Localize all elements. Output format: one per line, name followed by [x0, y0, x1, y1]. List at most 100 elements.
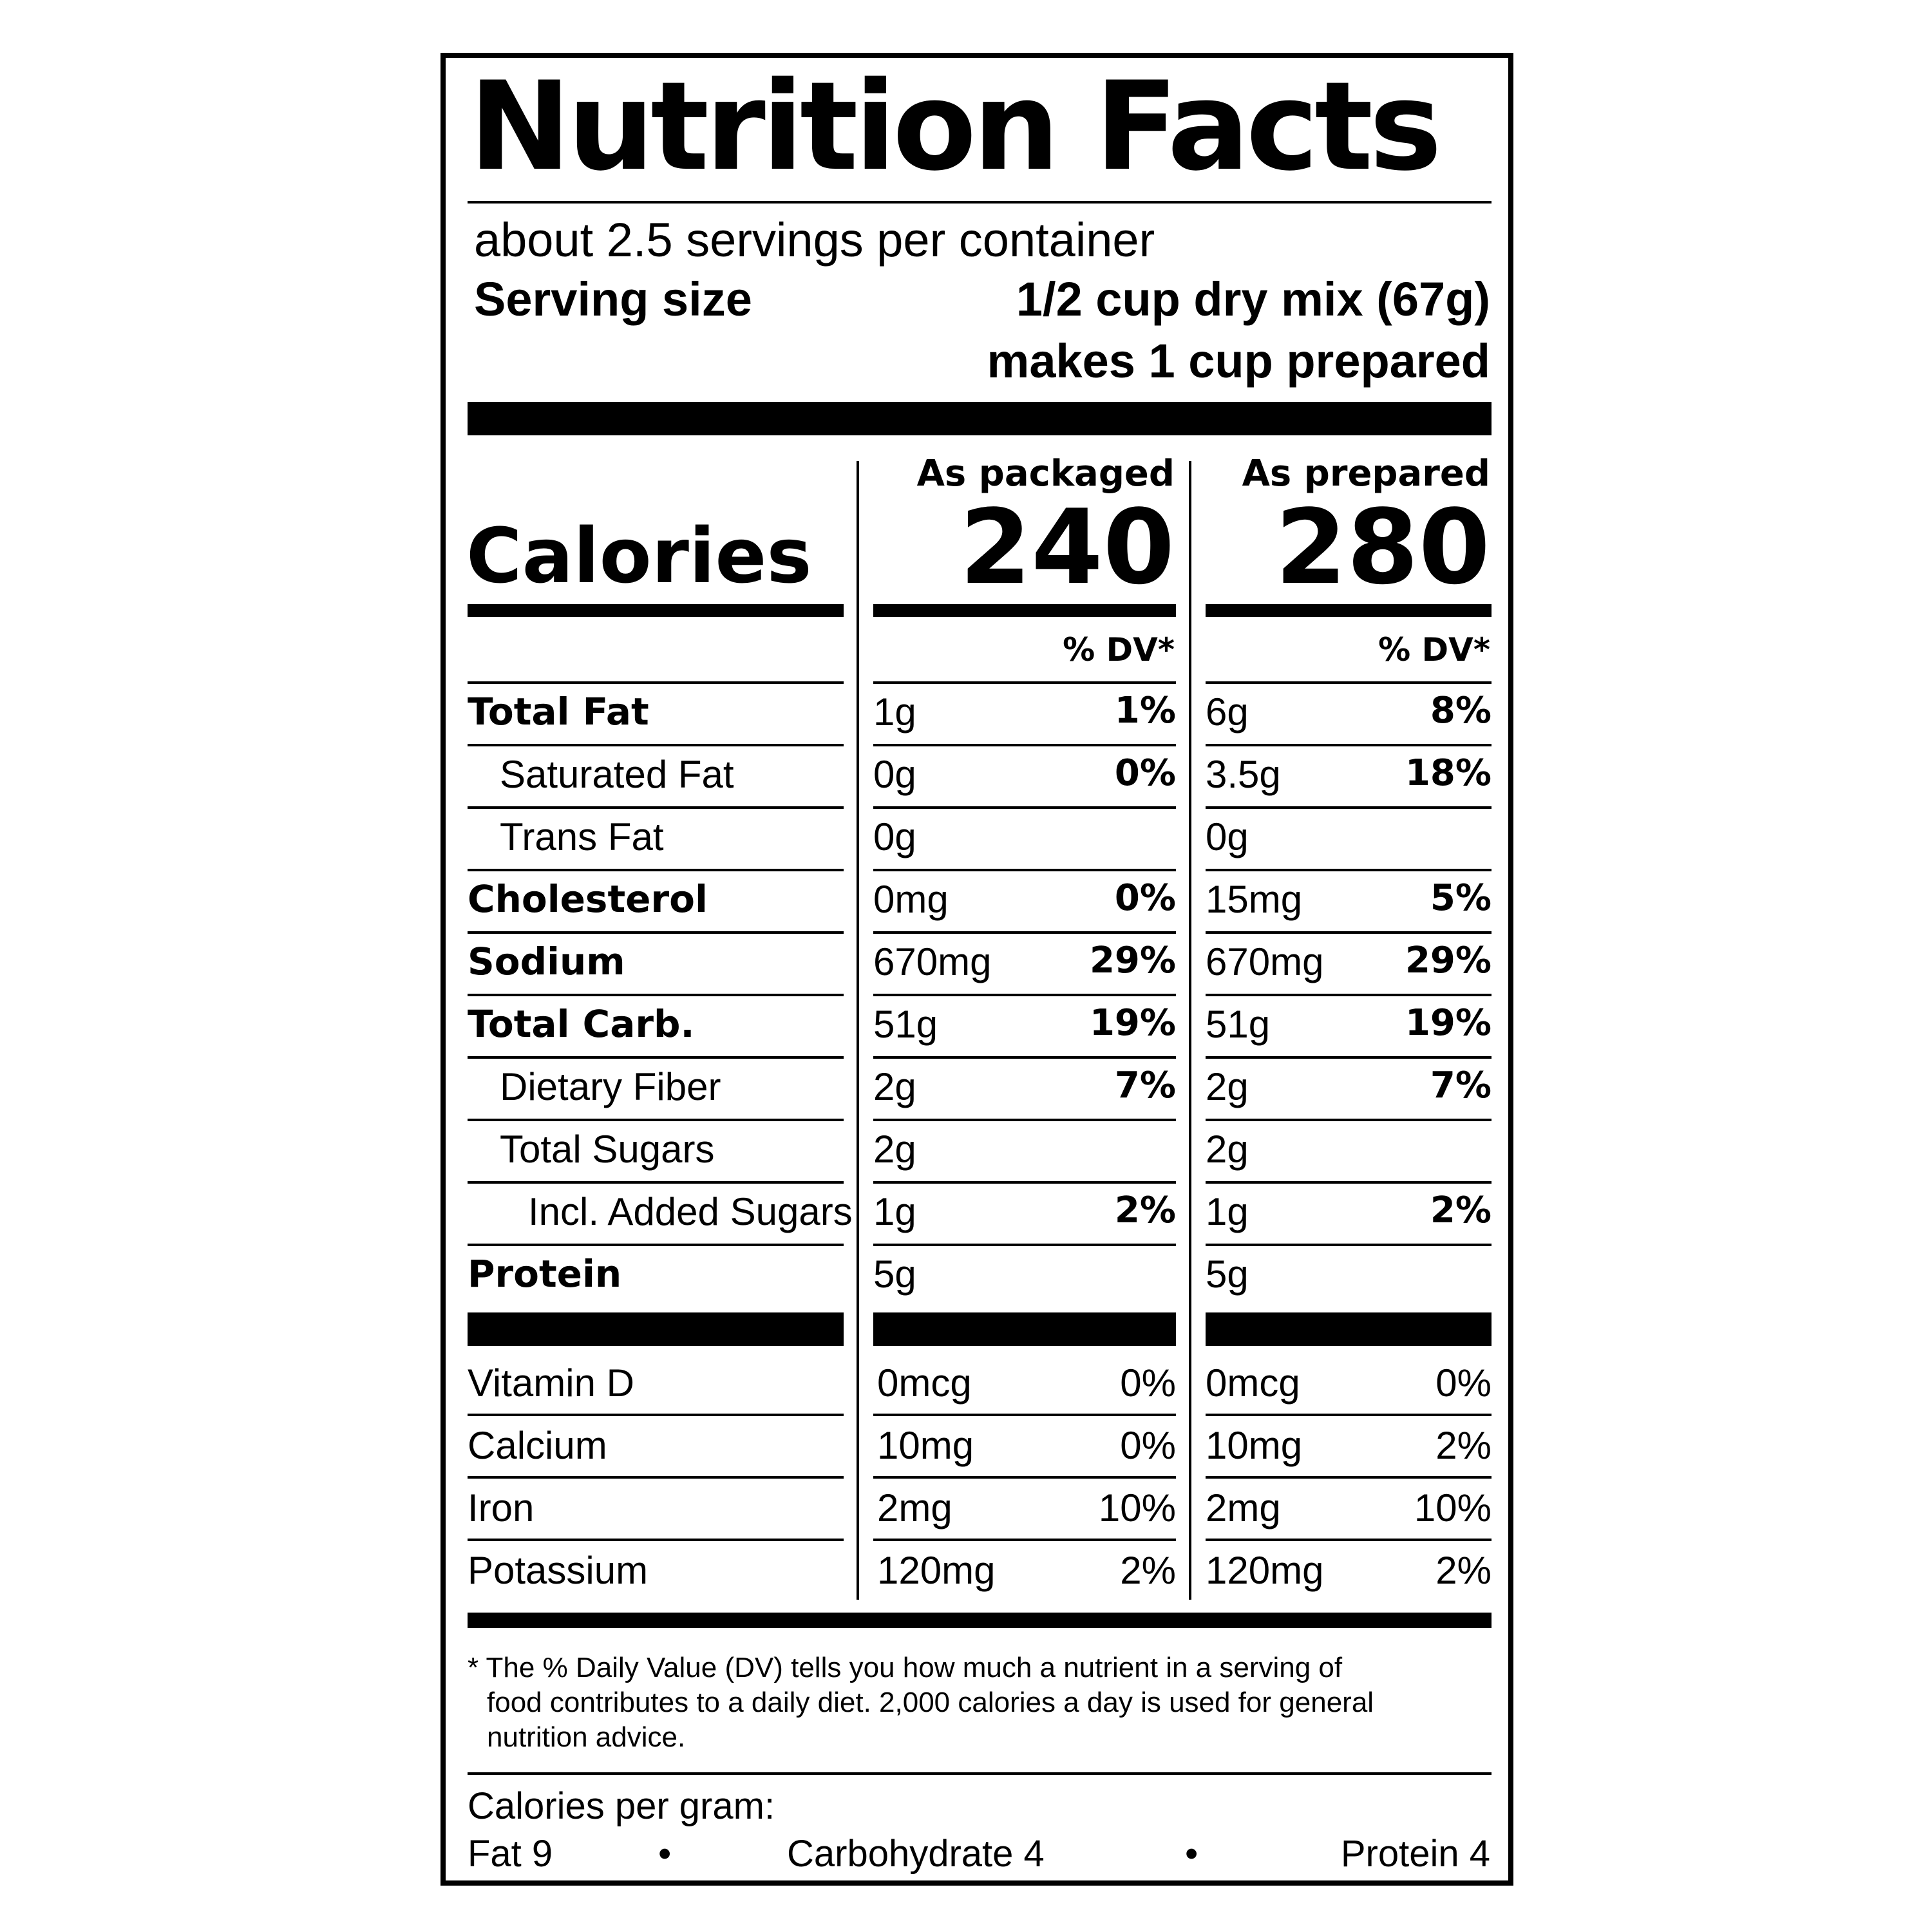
- row-rule-prepared: [1206, 1056, 1492, 1059]
- vitamin-amount-packaged: 2mg: [877, 1486, 952, 1530]
- nutrient-dv-packaged: 19%: [1089, 1002, 1176, 1044]
- vitamins-thick-rule-label: [468, 1312, 844, 1346]
- vitamin-amount-prepared: 10mg: [1206, 1424, 1303, 1467]
- label-title: Nutrition Facts: [469, 55, 1442, 198]
- calories-rule-packaged: [873, 604, 1176, 617]
- vitamin-rule-packaged: [873, 1414, 1176, 1416]
- vitamin-amount-prepared: 0mcg: [1206, 1361, 1300, 1405]
- vitamins-thick-rule-prepared: [1206, 1312, 1492, 1346]
- nutrient-dv-packaged: 7%: [1114, 1065, 1176, 1106]
- nutrient-name: Dietary Fiber: [500, 1065, 721, 1108]
- calories-rule-label: [468, 604, 844, 617]
- calories-per-gram-label: Calories per gram:: [468, 1785, 775, 1827]
- nutrient-amount-packaged: 1g: [873, 690, 916, 734]
- nutrient-amount-prepared: 2g: [1206, 1128, 1249, 1171]
- row-rule-packaged: [873, 1181, 1176, 1184]
- nutrient-dv-prepared: 5%: [1430, 877, 1492, 919]
- vitamin-dv-prepared: 10%: [1414, 1486, 1492, 1530]
- nutrient-dv-prepared: 18%: [1405, 752, 1492, 794]
- title-rule: [468, 201, 1492, 204]
- vitamin-rule-prepared: [1206, 1414, 1492, 1416]
- nutrient-amount-prepared: 3.5g: [1206, 753, 1281, 796]
- vitamin-dv-packaged: 0%: [1120, 1361, 1176, 1405]
- row-rule-label: [468, 744, 844, 746]
- row-rule-packaged: [873, 931, 1176, 934]
- nutrient-dv-packaged: 2%: [1114, 1189, 1176, 1231]
- vitamin-amount-packaged: 10mg: [877, 1424, 974, 1467]
- row-rule-prepared: [1206, 994, 1492, 996]
- nutrient-dv-prepared: 19%: [1405, 1002, 1492, 1044]
- vitamin-name: Iron: [468, 1486, 535, 1530]
- row-rule-label: [468, 1056, 844, 1059]
- column-divider-1: [857, 461, 859, 1600]
- fat-calories-per-gram: Fat 9: [468, 1833, 553, 1875]
- row-rule-label: [468, 869, 844, 871]
- protein-calories-per-gram: Protein 4: [1340, 1833, 1490, 1875]
- vitamin-name: Vitamin D: [468, 1361, 634, 1405]
- nutrient-dv-packaged: 0%: [1114, 877, 1176, 919]
- footnote-line-2: food contributes to a daily diet. 2,000 …: [487, 1687, 1374, 1718]
- nutrient-amount-packaged: 51g: [873, 1003, 938, 1046]
- row-rule-packaged: [873, 681, 1176, 684]
- vitamin-amount-packaged: 120mg: [877, 1549, 996, 1592]
- row-rule-label: [468, 681, 844, 684]
- thick-rule-bottom: [468, 1613, 1492, 1628]
- nutrient-amount-prepared: 670mg: [1206, 940, 1324, 983]
- row-rule-label: [468, 994, 844, 996]
- nutrient-amount-packaged: 1g: [873, 1190, 916, 1233]
- nutrient-amount-packaged: 0mg: [873, 878, 949, 921]
- vitamins-thick-rule-packaged: [873, 1312, 1176, 1346]
- row-rule-prepared: [1206, 1181, 1492, 1184]
- nutrient-name: Saturated Fat: [500, 753, 734, 796]
- vitamin-rule-label: [468, 1414, 844, 1416]
- nutrient-amount-packaged: 2g: [873, 1065, 916, 1108]
- row-rule-prepared: [1206, 681, 1492, 684]
- column-header-packaged: As packaged: [916, 453, 1175, 495]
- vitamin-amount-prepared: 2mg: [1206, 1486, 1281, 1530]
- nutrient-name: Sodium: [468, 940, 625, 983]
- vitamin-dv-prepared: 2%: [1435, 1549, 1492, 1592]
- footnote-line-3: nutrition advice.: [487, 1721, 686, 1753]
- nutrient-name: Incl. Added Sugars: [528, 1190, 853, 1233]
- column-header-prepared: As prepared: [1242, 453, 1490, 495]
- separator-dot: •: [1185, 1833, 1198, 1875]
- vitamin-amount-prepared: 120mg: [1206, 1549, 1324, 1592]
- row-rule-prepared: [1206, 1244, 1492, 1246]
- vitamin-rule-label: [468, 1539, 844, 1541]
- row-rule-packaged: [873, 1244, 1176, 1246]
- serving-size-label: Serving size: [474, 272, 752, 326]
- vitamin-rule-prepared: [1206, 1476, 1492, 1479]
- calories-prepared: 280: [1275, 487, 1490, 607]
- row-rule-packaged: [873, 994, 1176, 996]
- row-rule-prepared: [1206, 931, 1492, 934]
- vitamin-name: Calcium: [468, 1424, 607, 1467]
- nutrient-dv-packaged: 1%: [1114, 690, 1176, 732]
- nutrient-amount-prepared: 15mg: [1206, 878, 1303, 921]
- nutrient-dv-prepared: 2%: [1430, 1189, 1492, 1231]
- calories-packaged: 240: [960, 487, 1175, 607]
- row-rule-packaged: [873, 806, 1176, 809]
- nutrient-name: Total Carb.: [468, 1002, 695, 1046]
- vitamin-rule-packaged: [873, 1539, 1176, 1541]
- row-rule-label: [468, 1181, 844, 1184]
- serving-size-prepared: makes 1 cup prepared: [987, 334, 1490, 388]
- nutrient-amount-packaged: 0g: [873, 753, 916, 796]
- vitamin-dv-prepared: 0%: [1435, 1361, 1492, 1405]
- nutrient-name: Cholesterol: [468, 877, 708, 921]
- nutrient-amount-prepared: 2g: [1206, 1065, 1249, 1108]
- nutrient-amount-packaged: 670mg: [873, 940, 992, 983]
- row-rule-prepared: [1206, 1119, 1492, 1121]
- nutrient-amount-prepared: 6g: [1206, 690, 1249, 734]
- row-rule-packaged: [873, 1056, 1176, 1059]
- servings-per-container: about 2.5 servings per container: [474, 213, 1155, 267]
- nutrient-amount-prepared: 0g: [1206, 815, 1249, 858]
- row-rule-packaged: [873, 869, 1176, 871]
- row-rule-label: [468, 806, 844, 809]
- footnote-rule: [468, 1772, 1492, 1775]
- nutrient-dv-prepared: 8%: [1430, 690, 1492, 732]
- vitamin-name: Potassium: [468, 1549, 649, 1592]
- vitamin-rule-label: [468, 1476, 844, 1479]
- row-rule-packaged: [873, 744, 1176, 746]
- thick-rule-top: [468, 402, 1492, 435]
- nutrient-dv-packaged: 29%: [1089, 940, 1176, 981]
